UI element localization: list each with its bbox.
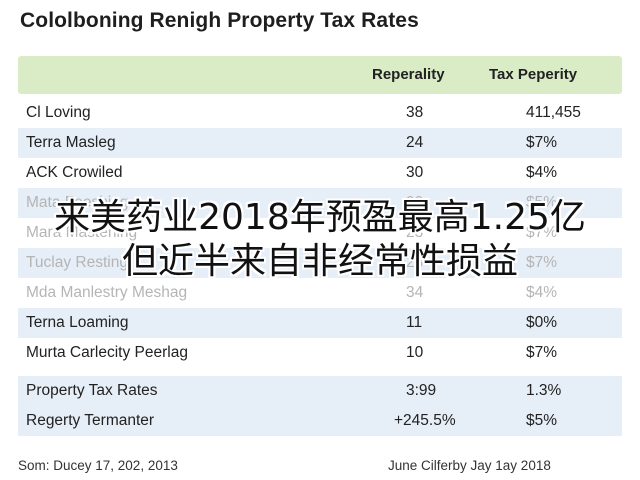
headline-line-2: 但近半来自非经常性损益 [121,241,518,282]
summary-name: Property Tax Rates [26,382,158,399]
column-header-tax-peperity: Tax Peperity [489,66,578,83]
footer-date: June Cilferby Jay 1ay 2018 [388,458,551,473]
table-row: Mara Mastening 23 $7% [18,218,622,248]
headline-line-1: 来美药业2018年预盈最高1.25亿 [54,197,586,238]
table-row: Cl Loving 38 411,455 [18,98,622,128]
row-rate: 411,455 [526,104,581,121]
row-value: 11 [406,314,423,331]
row-rate: $5% [526,194,558,211]
summary-value: +245.5% [394,412,456,429]
table-row: Tuclay Resting 23 $7% [18,248,622,278]
headline-overlay: 来美药业2018年预盈最高1.25亿 但近半来自非经常性损益 [0,196,640,284]
summary-name: Regerty Termanter [26,412,155,429]
footer-source: Som: Ducey 17, 202, 2013 [18,458,178,473]
summary-row: Regerty Termanter +245.5% $5% [18,406,622,436]
row-rate: $7% [526,344,558,361]
summary-rate: 1.3% [526,382,562,399]
table-row: Terna Loaming 11 $0% [18,308,622,338]
column-header-reperality: Reperality [372,66,445,83]
page-title: Cololboning Renigh Property Tax Rates [20,9,419,32]
summary-row: Property Tax Rates 3:99 1.3% [18,376,622,406]
row-name: Tuclay Resting [26,254,128,271]
row-name: ACK Crowiled [26,164,123,181]
summary-rate: $5% [526,412,558,429]
row-rate: $4% [526,284,558,301]
row-value: 34 [406,284,424,301]
row-name: Terna Loaming [26,314,129,331]
row-value: 24 [406,134,424,151]
row-rate: $0% [526,314,558,331]
row-rate: $4% [526,164,558,181]
table-row: ACK Crowiled 30 $4% [18,158,622,188]
row-value: 30 [406,164,424,181]
table-row: Mata Feeshing 99 $5% [18,188,622,218]
row-value: 38 [406,104,424,121]
row-value: 23 [406,254,424,271]
row-value: 99 [406,194,424,211]
table-row: Murta Carlecity Peerlag 10 $7% [18,338,622,368]
table-row: Terra Masleg 24 $7% [18,128,622,158]
row-name: Mara Mastening [26,224,138,241]
row-rate: $7% [526,254,558,271]
table-row: Mda Manlestry Meshag 34 $4% [18,278,622,308]
row-name: Murta Carlecity Peerlag [26,344,188,361]
row-rate: $7% [526,134,558,151]
row-name: Cl Loving [26,104,91,121]
row-name: Mata Feeshing [26,194,129,211]
row-name: Terra Masleg [26,134,116,151]
summary-value: 3:99 [406,382,437,399]
row-rate: $7% [526,224,558,241]
row-value: 23 [406,224,424,241]
tax-table: Reperality Tax Peperity Cl Loving 38 411… [18,56,622,436]
row-name: Mda Manlestry Meshag [26,284,188,301]
row-value: 10 [406,344,424,361]
table-header: Reperality Tax Peperity [18,56,622,94]
